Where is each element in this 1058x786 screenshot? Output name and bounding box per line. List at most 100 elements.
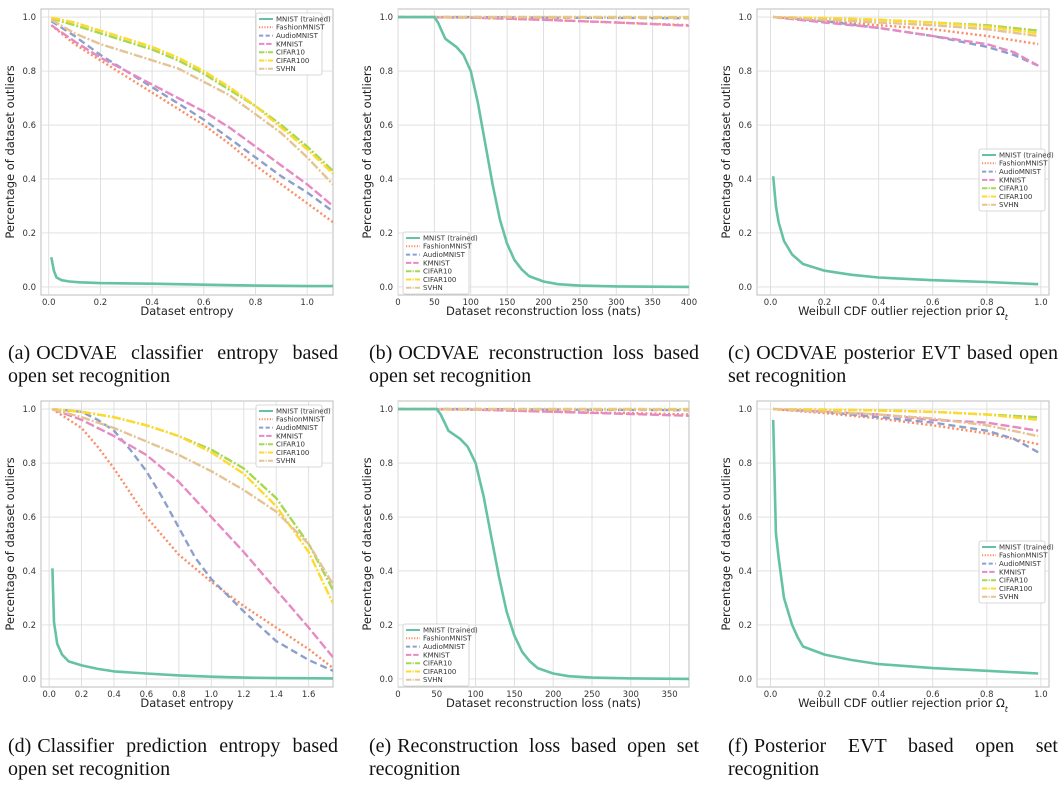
legend-entry: CIFAR100	[423, 276, 456, 284]
x-tick-label: 250	[584, 690, 600, 700]
x-tick-label: 0.0	[764, 298, 778, 308]
x-tick-label: 0.8	[980, 690, 994, 700]
series-line-cifar100	[773, 407, 1039, 422]
legend: MNIST (trained)FashionMNISTAudioMNISTKMN…	[255, 12, 331, 76]
y-tick-label: 0.8	[379, 67, 393, 77]
y-tick-label: 0.2	[22, 621, 36, 631]
caption-label: (d)	[8, 735, 32, 757]
x-tick-label: 0.0	[42, 298, 56, 308]
legend-entry: AudioMNIST	[999, 168, 1042, 176]
x-axis-label: Dataset reconstruction loss (nats)	[446, 304, 641, 318]
x-tick-label: 100	[467, 690, 483, 700]
legend-entry: KMNIST	[423, 651, 450, 659]
legend-entry: SVHN	[999, 201, 1019, 209]
x-axis-label: Weibull CDF outlier rejection prior Ωt	[798, 696, 1009, 714]
x-tick-label: 100	[463, 298, 479, 308]
x-tick-label: 300	[608, 298, 624, 308]
y-tick-label: 0.0	[22, 283, 36, 293]
caption-text: Posterior EVT based open set recognition	[728, 735, 1058, 780]
x-tick-label: 0.6	[926, 298, 940, 308]
y-tick-label: 1.0	[738, 13, 752, 23]
x-tick-label: 1.0	[205, 690, 219, 700]
y-tick-label: 0.0	[379, 675, 393, 685]
y-axis-label: Percentage of dataset outliers	[719, 65, 733, 238]
legend: MNIST (trained)FashionMNISTAudioMNISTKMN…	[255, 404, 331, 468]
x-axis-label: Dataset entropy	[140, 696, 233, 710]
chart-panel-a: 0.0 0.2 0.4 0.6 0.8 1.0 0.0 0.2 0.4 0.6 0.8 1.0 Data…	[3, 8, 334, 318]
x-tick-label: 1.4	[269, 690, 283, 700]
series-line-cifar10	[50, 17, 333, 172]
series-line-mnist-trained	[771, 176, 1039, 286]
x-tick-label: 350	[661, 690, 677, 700]
legend-entry: MNIST (trained)	[276, 15, 331, 23]
caption-label: (e)	[369, 735, 392, 757]
legend-entry: FashionMNIST	[999, 552, 1048, 560]
series-line-audiomnist	[773, 407, 1039, 454]
series-line-kmnist	[773, 15, 1039, 67]
series-line-mnist-trained	[51, 568, 333, 680]
x-tick-label: 0.0	[42, 690, 56, 700]
legend-entry: CIFAR100	[276, 449, 309, 457]
caption-label: (a)	[8, 342, 31, 364]
y-tick-label: 0.2	[738, 621, 752, 631]
legend-entry: MNIST (trained)	[999, 151, 1054, 159]
x-tick-label: 0.6	[926, 690, 940, 700]
legend-entry: CIFAR100	[999, 585, 1032, 593]
x-tick-label: 0.2	[75, 690, 89, 700]
legend-entry: FashionMNIST	[276, 24, 325, 32]
x-axis-label: Dataset entropy	[140, 304, 233, 318]
legend-entry: SVHN	[999, 593, 1019, 601]
x-tick-label: 0.8	[172, 690, 186, 700]
legend-entry: CIFAR10	[276, 441, 305, 449]
x-tick-label: 250	[572, 298, 588, 308]
caption-b: (b) OCDVAE reconstruction loss based open…	[369, 342, 699, 388]
y-axis-label: Percentage of dataset outliers	[3, 457, 17, 630]
series-line-svhn	[398, 15, 689, 20]
y-tick-label: 0.4	[379, 175, 393, 185]
y-tick-label: 0.4	[738, 567, 752, 577]
legend-entry: MNIST (trained)	[423, 626, 478, 634]
series-line-svhn	[398, 407, 689, 412]
legend-entry: AudioMNIST	[276, 424, 319, 432]
chart-panel-e: 0 50 100 150 200 250 300 350 0.0 0.2 0.4 0.6 0.8 1.0 D…	[360, 400, 690, 710]
series-line-kmnist	[51, 407, 333, 659]
legend-entry: AudioMNIST	[999, 560, 1042, 568]
caption-a: (a) OCDVAE classifier entropy based open …	[8, 342, 338, 388]
caption-d: (d) Classifier prediction entropy based o…	[8, 735, 338, 781]
legend: MNIST (trained)FashionMNISTAudioMNISTKMN…	[402, 623, 478, 687]
legend-entry: MNIST (trained)	[999, 543, 1054, 551]
y-tick-label: 0.6	[738, 121, 752, 131]
y-tick-label: 0.6	[738, 513, 752, 523]
y-axis-label: Percentage of dataset outliers	[3, 65, 17, 238]
y-tick-label: 0.6	[22, 513, 36, 523]
y-tick-label: 0.2	[738, 229, 752, 239]
x-tick-label: 1.0	[300, 298, 314, 308]
x-tick-label: 0.6	[197, 298, 211, 308]
y-tick-label: 0.8	[738, 67, 752, 77]
legend: MNIST (trained)FashionMNISTAudioMNISTKMN…	[978, 148, 1054, 212]
x-tick-label: 0.6	[140, 690, 154, 700]
y-tick-label: 0.8	[379, 459, 393, 469]
x-tick-label: 0.4	[872, 298, 886, 308]
y-tick-label: 0.8	[738, 459, 752, 469]
caption-label: (b)	[369, 342, 393, 364]
y-tick-label: 0.0	[738, 675, 752, 685]
legend-entry: FashionMNIST	[276, 416, 325, 424]
x-tick-label: 150	[506, 690, 522, 700]
y-axis-label: Percentage of dataset outliers	[719, 457, 733, 630]
legend-entry: CIFAR10	[999, 577, 1028, 585]
y-tick-label: 0.0	[22, 675, 36, 685]
series-line-mnist-trained	[771, 419, 1039, 675]
series-line-mnist-trained	[50, 256, 333, 288]
legend-entry: AudioMNIST	[423, 643, 466, 651]
series-line-svhn	[773, 407, 1039, 438]
y-axis-label: Percentage of dataset outliers	[360, 457, 374, 630]
y-tick-label: 0.0	[738, 283, 752, 293]
y-tick-label: 0.4	[22, 567, 36, 577]
legend-entry: AudioMNIST	[276, 32, 319, 40]
y-tick-label: 0.2	[22, 229, 36, 239]
series-line-fashionmnist	[51, 408, 333, 670]
x-tick-label: 0	[395, 690, 400, 700]
y-tick-label: 0.0	[379, 283, 393, 293]
